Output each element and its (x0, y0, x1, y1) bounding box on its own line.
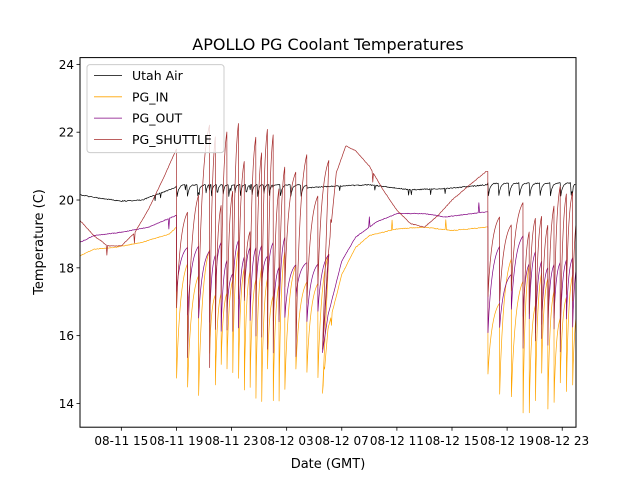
legend-label: PG_IN (132, 89, 169, 104)
y-tick-label: 18 (59, 261, 74, 275)
y-tick-label: 24 (59, 58, 74, 72)
x-axis-label: Date (GMT) (291, 457, 366, 472)
x-tick-label: 08-11 15 (94, 434, 148, 448)
series-layer (80, 123, 576, 414)
y-axis: 14 16 18 20 22 24 (59, 58, 80, 411)
legend-label: PG_OUT (132, 111, 182, 126)
series-line-pg-shuttle (80, 123, 576, 369)
x-tick-label: 08-12 19 (480, 434, 534, 448)
x-axis: 08-11 15 08-11 19 08-11 23 08-12 03 08-12 07… (94, 427, 589, 448)
series-line-pg-in (80, 219, 576, 414)
x-tick-label: 08-12 15 (425, 434, 479, 448)
y-tick-label: 14 (59, 397, 74, 411)
x-tick-label: 08-12 03 (260, 434, 314, 448)
x-tick-label: 08-11 23 (205, 434, 259, 448)
legend-box (86, 64, 225, 154)
axes-frame (79, 57, 577, 428)
legend-label: PG_SHUTTLE (132, 132, 212, 147)
x-tick-label: 08-12 07 (315, 434, 369, 448)
legend: Utah Air PG_IN PG_OUT PG_SHUTTLE (86, 64, 225, 154)
chart-title: APOLLO PG Coolant Temperatures (192, 35, 463, 54)
x-tick-label: 08-11 19 (149, 434, 203, 448)
series-line-pg-out (80, 202, 576, 353)
y-tick-label: 22 (59, 126, 74, 140)
legend-label: Utah Air (132, 68, 184, 83)
x-tick-label: 08-12 23 (535, 434, 589, 448)
x-tick-label: 08-12 11 (370, 434, 424, 448)
y-axis-label: Temperature (C) (32, 189, 47, 296)
y-tick-label: 20 (59, 194, 74, 208)
y-tick-label: 16 (59, 329, 74, 343)
